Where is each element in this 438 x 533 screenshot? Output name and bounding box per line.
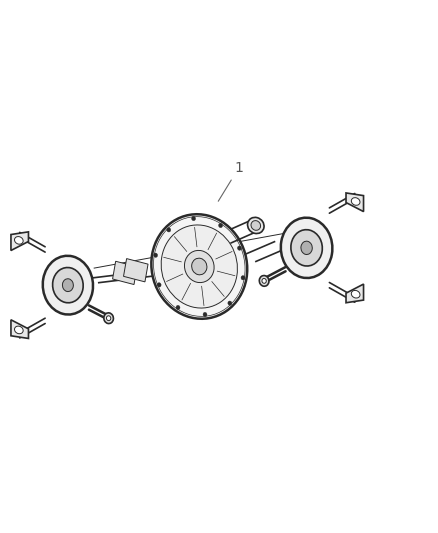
Ellipse shape [43, 256, 93, 314]
Ellipse shape [301, 241, 312, 255]
Polygon shape [124, 259, 148, 282]
Ellipse shape [161, 225, 237, 308]
Ellipse shape [191, 216, 195, 221]
Ellipse shape [291, 230, 322, 266]
Ellipse shape [219, 223, 223, 228]
Ellipse shape [184, 251, 214, 282]
Polygon shape [11, 320, 28, 338]
Polygon shape [346, 193, 364, 212]
Ellipse shape [14, 326, 23, 334]
Ellipse shape [247, 217, 264, 233]
Ellipse shape [237, 246, 241, 251]
Polygon shape [346, 284, 364, 303]
Ellipse shape [351, 198, 360, 205]
Ellipse shape [152, 214, 247, 319]
Ellipse shape [351, 290, 360, 298]
Polygon shape [11, 232, 28, 251]
Ellipse shape [281, 217, 332, 278]
Ellipse shape [106, 316, 111, 321]
Ellipse shape [167, 228, 171, 232]
Ellipse shape [176, 305, 180, 310]
Ellipse shape [157, 282, 161, 287]
Ellipse shape [228, 301, 232, 305]
Ellipse shape [104, 313, 113, 324]
Ellipse shape [262, 278, 266, 284]
Ellipse shape [259, 276, 269, 286]
Ellipse shape [203, 312, 207, 317]
Text: 1: 1 [218, 161, 243, 201]
Ellipse shape [192, 258, 207, 275]
Ellipse shape [14, 237, 23, 244]
Ellipse shape [251, 221, 261, 230]
Ellipse shape [154, 253, 158, 257]
Ellipse shape [241, 276, 245, 280]
Ellipse shape [53, 268, 83, 303]
Polygon shape [113, 261, 137, 285]
Ellipse shape [63, 279, 73, 292]
